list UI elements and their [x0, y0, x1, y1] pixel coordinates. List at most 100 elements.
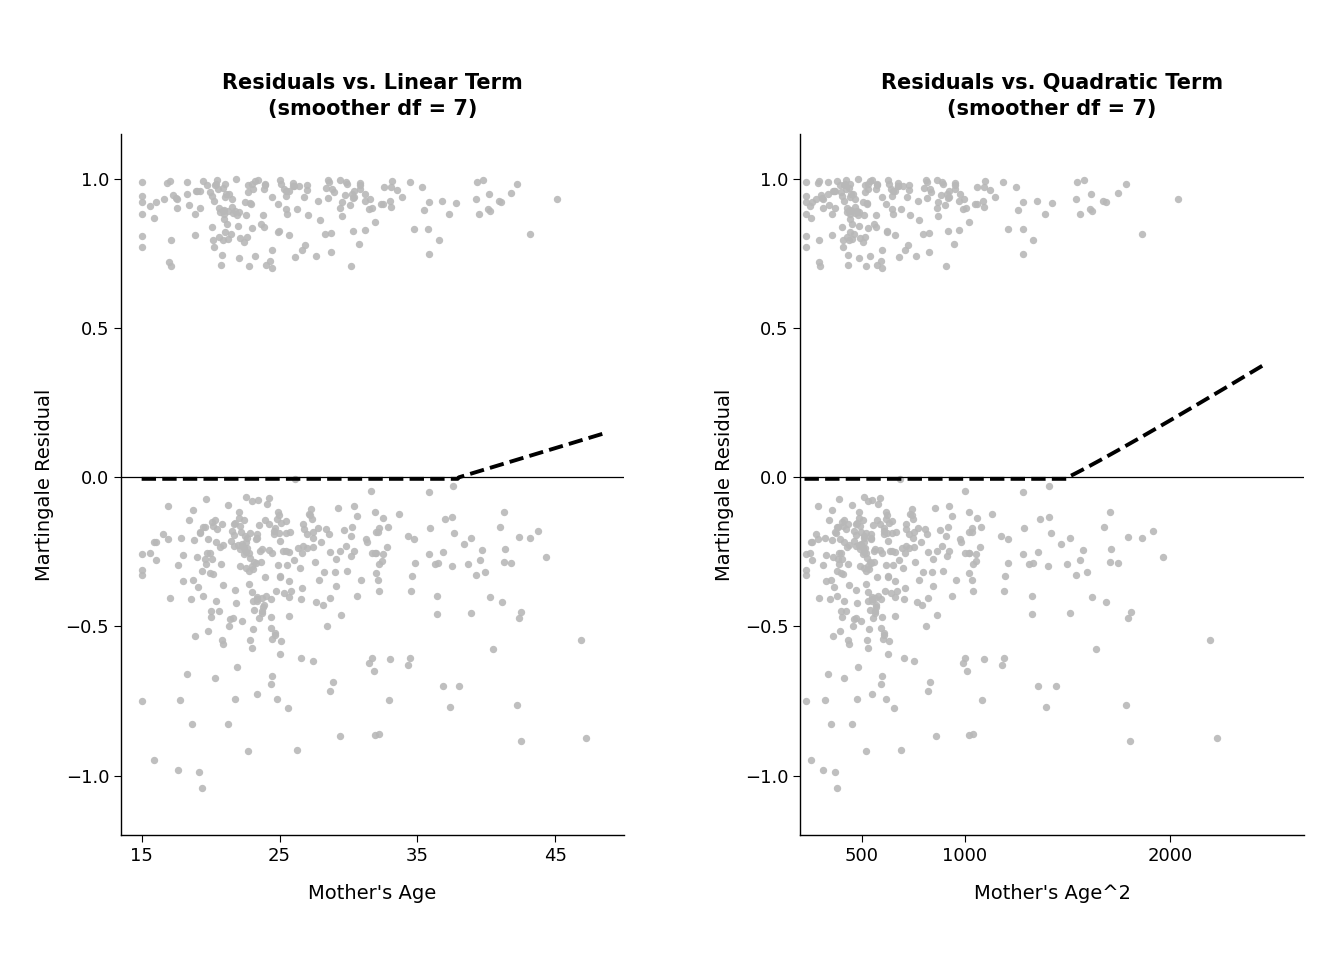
Point	[282, 179, 304, 194]
Point	[832, 552, 853, 567]
Point	[914, 180, 935, 196]
Point	[871, 669, 892, 684]
Point	[398, 658, 419, 673]
Point	[261, 260, 282, 276]
Point	[265, 583, 286, 598]
Point	[931, 539, 953, 554]
Point	[305, 249, 327, 264]
Point	[868, 516, 890, 532]
Point	[477, 202, 499, 217]
Point	[323, 184, 344, 200]
Point	[176, 186, 198, 202]
Point	[263, 526, 285, 541]
Point	[848, 204, 870, 220]
Point	[230, 559, 251, 574]
Point	[246, 593, 267, 609]
Point	[833, 177, 855, 192]
Point	[853, 490, 875, 505]
Point	[247, 173, 269, 188]
Point	[910, 535, 931, 550]
Point	[841, 204, 863, 219]
Point	[278, 589, 300, 605]
Point	[824, 579, 845, 594]
Point	[176, 175, 198, 190]
Point	[965, 553, 986, 568]
Point	[926, 200, 948, 215]
Point	[837, 557, 859, 572]
Point	[210, 540, 231, 555]
Point	[844, 227, 866, 242]
Point	[202, 518, 223, 534]
Point	[507, 177, 528, 192]
Point	[1152, 549, 1173, 564]
Point	[212, 577, 234, 592]
Point	[380, 200, 402, 215]
Point	[794, 693, 816, 708]
Point	[192, 173, 214, 188]
Point	[943, 236, 965, 252]
Point	[192, 780, 214, 796]
Point	[325, 551, 347, 566]
Point	[399, 174, 421, 189]
Point	[937, 186, 958, 202]
Point	[878, 172, 899, 187]
Point	[224, 516, 246, 531]
Point	[945, 176, 966, 191]
Point	[472, 542, 493, 558]
Point	[246, 589, 267, 605]
Point	[997, 222, 1019, 237]
Point	[246, 526, 267, 541]
Point	[1066, 567, 1087, 583]
Point	[418, 485, 439, 500]
Point	[386, 182, 407, 198]
Point	[884, 183, 906, 199]
Point	[364, 214, 386, 229]
Point	[269, 534, 290, 549]
Point	[821, 228, 843, 243]
Point	[882, 188, 903, 204]
Point	[890, 743, 911, 758]
Point	[267, 224, 289, 239]
Point	[276, 188, 297, 204]
Point	[909, 212, 930, 228]
Point	[130, 174, 152, 189]
Point	[223, 527, 245, 542]
Point	[887, 179, 909, 194]
Point	[380, 173, 402, 188]
Point	[296, 540, 317, 556]
Point	[267, 224, 289, 239]
Point	[1207, 731, 1228, 746]
Point	[210, 204, 231, 220]
Point	[368, 584, 390, 599]
Point	[821, 206, 843, 222]
Point	[823, 183, 844, 199]
Point	[184, 628, 206, 643]
Point	[950, 535, 972, 550]
Point	[820, 716, 841, 732]
Point	[376, 540, 398, 555]
Point	[216, 217, 238, 232]
Point	[997, 532, 1019, 547]
Point	[199, 184, 220, 200]
Point	[267, 558, 289, 573]
Point	[160, 259, 181, 275]
Point	[325, 578, 347, 593]
Point	[962, 584, 984, 599]
Point	[293, 539, 314, 554]
Point	[829, 623, 851, 638]
Point	[857, 176, 879, 191]
Point	[355, 186, 376, 202]
Point	[305, 594, 327, 610]
Point	[896, 190, 918, 205]
Point	[204, 534, 226, 549]
Point	[335, 539, 356, 554]
Point	[431, 193, 453, 208]
Point	[848, 511, 870, 526]
Point	[844, 523, 866, 539]
Point	[247, 492, 269, 508]
Point	[434, 511, 456, 526]
Point	[198, 623, 219, 638]
Point	[527, 523, 548, 539]
Point	[304, 555, 325, 570]
Point	[414, 203, 435, 218]
